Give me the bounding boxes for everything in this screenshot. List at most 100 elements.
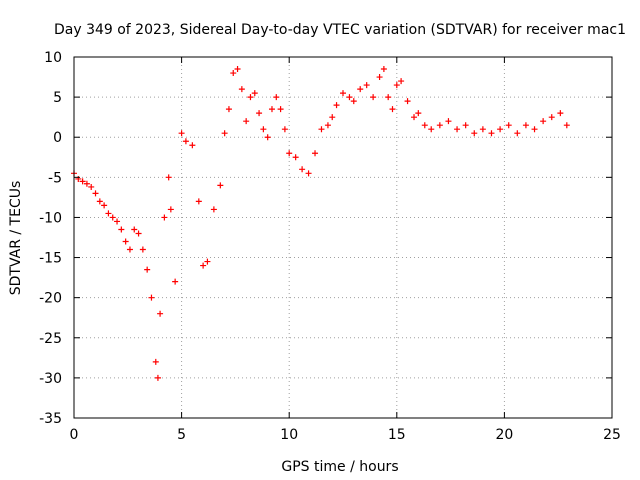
data-point <box>436 122 443 129</box>
data-point <box>101 202 108 209</box>
data-point <box>221 130 228 137</box>
data-point <box>105 210 112 217</box>
data-point <box>210 206 217 213</box>
data-point <box>385 94 392 101</box>
data-point <box>126 246 133 253</box>
data-point <box>92 190 99 197</box>
data-point <box>273 94 280 101</box>
data-point <box>389 106 396 113</box>
data-point <box>225 106 232 113</box>
data-point <box>428 126 435 133</box>
data-point <box>411 114 418 121</box>
data-point <box>370 94 377 101</box>
y-tick-label: -20 <box>39 291 62 307</box>
data-point <box>167 206 174 213</box>
y-tick-label: -25 <box>39 331 62 347</box>
data-point <box>79 178 86 185</box>
data-point <box>195 198 202 205</box>
x-tick-label: 15 <box>388 427 406 443</box>
data-point <box>83 180 90 187</box>
data-point <box>131 226 138 233</box>
x-tick-label: 20 <box>495 427 513 443</box>
data-point <box>165 174 172 181</box>
y-tick-label: -5 <box>48 170 62 186</box>
x-tick-label: 25 <box>603 427 621 443</box>
data-point <box>88 183 95 190</box>
data-point <box>357 86 364 93</box>
data-point <box>350 98 357 105</box>
x-axis-label: GPS time / hours <box>281 459 398 475</box>
data-point <box>445 118 452 125</box>
data-point <box>329 114 336 121</box>
axis-ticks <box>73 56 613 419</box>
data-point <box>340 90 346 97</box>
data-point <box>238 86 245 93</box>
data-point <box>497 126 504 133</box>
data-point <box>200 262 207 269</box>
data-point <box>109 214 116 221</box>
data-point <box>182 138 189 145</box>
data-point <box>268 106 275 113</box>
data-point <box>286 150 293 157</box>
data-point <box>346 94 353 101</box>
chart-title: Day 349 of 2023, Sidereal Day-to-day VTE… <box>54 22 626 38</box>
data-point <box>488 130 495 137</box>
data-point <box>380 66 387 73</box>
data-point <box>514 130 521 137</box>
y-axis-label: SDTVAR / TECUs <box>8 181 24 296</box>
data-point <box>118 226 125 233</box>
data-point <box>324 122 331 129</box>
data-point <box>312 150 319 157</box>
data-point <box>557 110 564 117</box>
data-point <box>260 126 267 133</box>
y-tick-label: -10 <box>39 210 62 226</box>
data-point <box>398 78 405 85</box>
data-point <box>376 74 383 81</box>
data-point <box>234 66 241 73</box>
data-point <box>251 90 258 97</box>
data-point <box>135 230 142 237</box>
data-point <box>230 70 237 77</box>
data-point <box>114 218 121 225</box>
data-point <box>148 294 155 301</box>
data-point <box>178 130 185 137</box>
data-point <box>243 118 250 125</box>
tick-labels: 0 5 10 15 20 25 -35 -30 -25 -20 -15 -10 -5 0 5 10 <box>39 50 621 443</box>
y-tick-label: 0 <box>53 130 62 146</box>
data-point <box>404 98 411 105</box>
grid-lines <box>74 57 612 418</box>
y-tick-label: -35 <box>39 411 62 427</box>
data-point <box>139 246 146 253</box>
data-point <box>144 266 151 273</box>
data-point <box>522 122 529 129</box>
data-point <box>505 122 512 129</box>
plot-frame <box>73 56 613 419</box>
data-point <box>281 126 288 133</box>
data-point <box>363 82 370 89</box>
data-point <box>256 110 263 117</box>
data-point <box>333 102 340 109</box>
data-point <box>189 142 196 149</box>
data-point <box>415 110 422 117</box>
data-point <box>531 126 538 133</box>
data-point <box>318 126 325 133</box>
data-point <box>454 126 461 133</box>
data-point <box>471 130 478 137</box>
x-tick-label: 5 <box>177 427 186 443</box>
x-tick-label: 10 <box>280 427 298 443</box>
data-point <box>548 114 555 121</box>
data-point <box>157 310 164 317</box>
data-point <box>161 214 168 221</box>
y-tick-label: -30 <box>39 371 62 387</box>
y-tick-label: 5 <box>53 90 62 106</box>
data-point <box>479 126 486 133</box>
data-point <box>421 122 428 129</box>
data-point <box>540 118 547 125</box>
data-point <box>172 278 179 285</box>
data-point <box>96 198 103 205</box>
data-point <box>393 82 400 89</box>
y-tick-label: -15 <box>39 251 62 267</box>
data-point <box>247 94 254 101</box>
